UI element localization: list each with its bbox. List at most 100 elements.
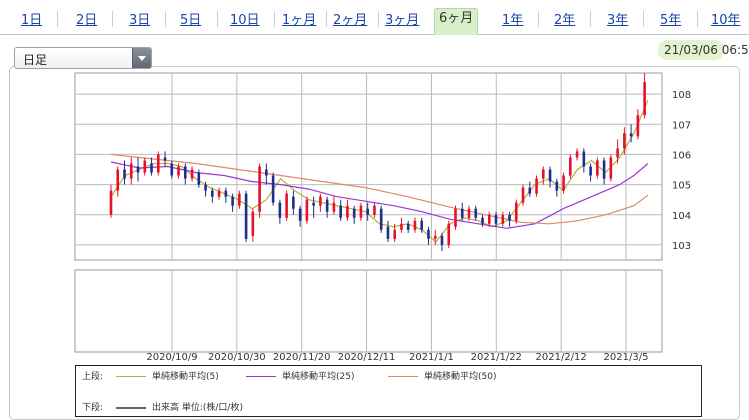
tab-divider [590, 11, 591, 27]
tab-divider [274, 11, 275, 27]
moving-average-lines [110, 99, 649, 243]
legend-line-ma50 [388, 376, 418, 377]
candle-up [535, 178, 538, 194]
candle-up [393, 229, 396, 239]
tab-3-day[interactable]: 3日 [129, 13, 151, 28]
candle-up [487, 214, 491, 224]
candle-down [123, 169, 126, 179]
candle-down [278, 202, 282, 218]
tab-3-month[interactable]: 3ヶ月 [385, 13, 420, 28]
candle-down [555, 181, 559, 191]
candle-up [636, 115, 640, 137]
candle-down [420, 220, 424, 230]
x-axis-ticks: 2020/10/9 2020/10/30 2020/11/20 2020/12/11 2… [146, 352, 648, 363]
tab-10-year[interactable]: 10年 [711, 13, 741, 28]
candle-up [346, 205, 349, 218]
candle-up [332, 202, 336, 212]
tab-2-month[interactable]: 2ヶ月 [333, 13, 368, 28]
candle-down [339, 205, 342, 218]
candle-down [629, 133, 633, 137]
candle-down [602, 160, 606, 179]
ma50-line [110, 153, 649, 225]
ma25-line [110, 161, 649, 229]
tab-divider [326, 11, 327, 27]
candle-down [386, 226, 390, 239]
candle-up [447, 223, 451, 245]
candle-up [359, 205, 363, 218]
ma5-line [110, 99, 649, 243]
candle-up [616, 148, 619, 158]
period-select-value: 日足 [23, 53, 48, 67]
candle-down [582, 151, 586, 167]
candle-up [190, 169, 194, 179]
candle-up [501, 214, 505, 224]
tab-3-year[interactable]: 3年 [607, 13, 629, 28]
candle-down [197, 172, 201, 185]
x-tick-label: 2020/10/9 [146, 352, 197, 363]
legend-ma25-label: 単純移動平均(25) [282, 372, 355, 382]
candle-down [460, 208, 464, 218]
candle-down [325, 199, 329, 212]
candle-down [271, 175, 275, 203]
tab-divider [643, 11, 644, 27]
candle-up [258, 166, 261, 212]
tab-5-day[interactable]: 5日 [180, 13, 202, 28]
legend-line-volume [116, 406, 146, 409]
candle-down [136, 166, 140, 173]
chevron-down-icon[interactable] [132, 48, 151, 68]
legend-upper-label: 上段: [82, 372, 104, 382]
candle-up [251, 211, 255, 236]
tab-1-day[interactable]: 1日 [21, 13, 43, 28]
update-timestamp: 21/03/06 06:5 [664, 43, 749, 57]
y-tick-label: 105 [672, 181, 691, 192]
candle-up [285, 193, 288, 218]
candle-up [569, 157, 572, 176]
candle-up [643, 82, 646, 116]
legend-lower-label: 下段: [82, 403, 104, 413]
x-tick-label: 2021/1/22 [471, 352, 522, 363]
period-tabs: 1日 2日 3日 5日 10日 1ヶ月 2ヶ月 3ヶ月 6ヶ月 1年 2年 3年… [0, 0, 749, 35]
candle-down [231, 196, 234, 206]
candle-down [494, 214, 498, 224]
tab-1-year[interactable]: 1年 [502, 13, 524, 28]
candle-down [292, 196, 295, 209]
candle-down [528, 187, 532, 194]
x-tick-label: 2020/11/20 [273, 352, 331, 363]
legend-item-ma25: 単純移動平均(25) [242, 369, 354, 382]
candle-down [312, 202, 315, 206]
candle-up [116, 169, 120, 191]
candle-up [609, 157, 613, 179]
tab-5-year[interactable]: 5年 [660, 13, 682, 28]
volume-panel-frame [74, 269, 663, 353]
candle-up [319, 196, 322, 206]
candle-up [373, 205, 376, 215]
candle-up [413, 220, 417, 230]
x-tick-label: 2020/10/30 [208, 352, 266, 363]
tab-6-month[interactable]: 6ヶ月 [434, 8, 479, 35]
candle-up [238, 193, 241, 206]
tab-2-day[interactable]: 2日 [76, 13, 98, 28]
candle-down [211, 190, 214, 197]
candle-down [406, 223, 410, 230]
tab-10-day[interactable]: 10日 [230, 13, 260, 28]
legend-lower-row: 下段: 出来高 単位:(株/口/枚) [82, 400, 243, 413]
candle-up [562, 175, 565, 191]
tab-2-year[interactable]: 2年 [554, 13, 576, 28]
candle-down [548, 169, 552, 182]
candle-up [177, 166, 180, 176]
candle-down [170, 163, 174, 176]
candle-up [217, 190, 221, 197]
tab-divider [538, 11, 539, 27]
candle-down [589, 166, 592, 176]
legend-volume-label: 出来高 単位:(株/口/枚) [152, 403, 243, 413]
legend-item-volume: 出来高 単位:(株/口/枚) [112, 400, 243, 413]
tab-divider [165, 11, 166, 27]
candle-down [298, 208, 302, 221]
candle-down [184, 166, 187, 179]
period-select[interactable]: 日足 [14, 47, 152, 69]
tab-1-month[interactable]: 1ヶ月 [282, 13, 317, 28]
legend-item-ma5: 単純移動平均(5) [112, 369, 219, 382]
candle-up [514, 202, 518, 221]
tab-divider [697, 11, 698, 27]
candle-down [508, 214, 511, 221]
